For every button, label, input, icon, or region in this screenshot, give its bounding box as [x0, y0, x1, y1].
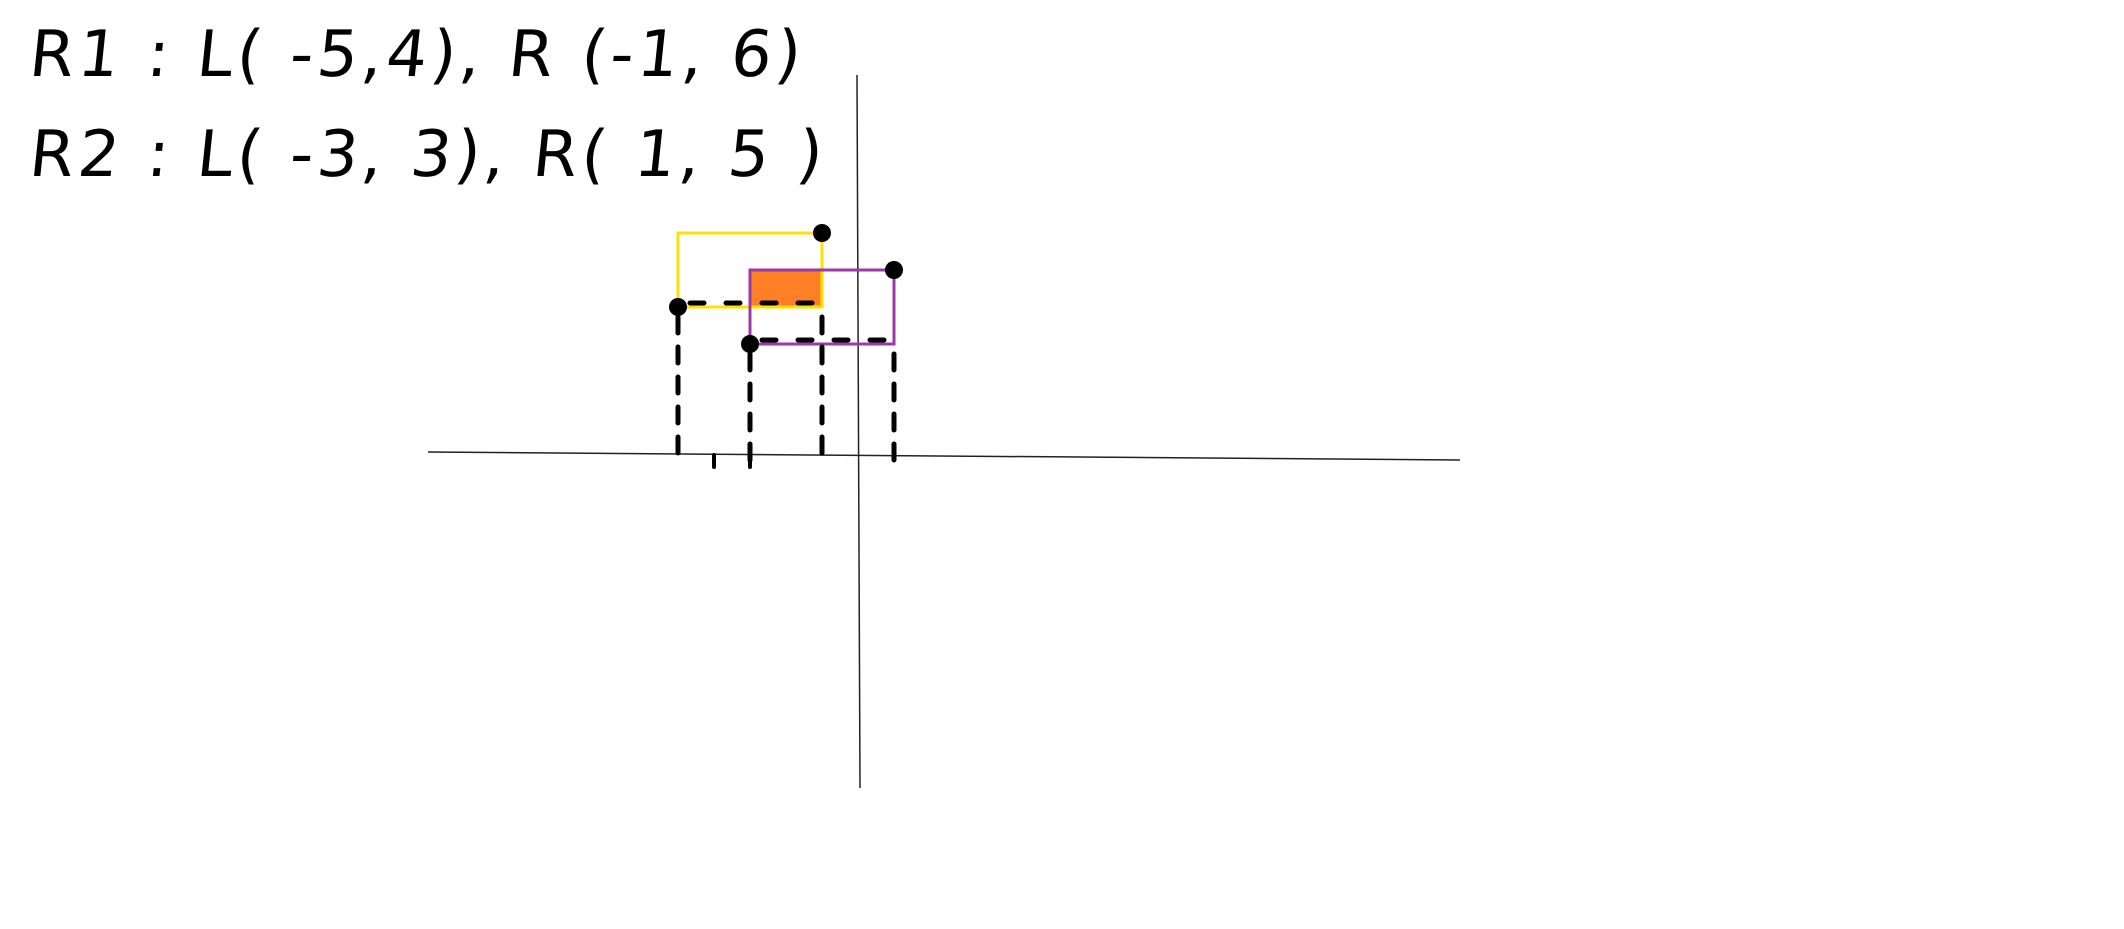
rectangle-1-corner-dot — [669, 298, 687, 316]
rectangle-2-outline — [748, 268, 896, 346]
rectangle-2-corner-dot — [741, 335, 759, 353]
construction-marks — [669, 224, 903, 470]
x-axis — [427, 451, 1461, 461]
rectangle-1-corner-dot — [813, 224, 831, 242]
rectangle-2-corner-dot — [885, 261, 903, 279]
rectangles-layer — [676, 231, 896, 346]
y-axis — [856, 74, 861, 789]
